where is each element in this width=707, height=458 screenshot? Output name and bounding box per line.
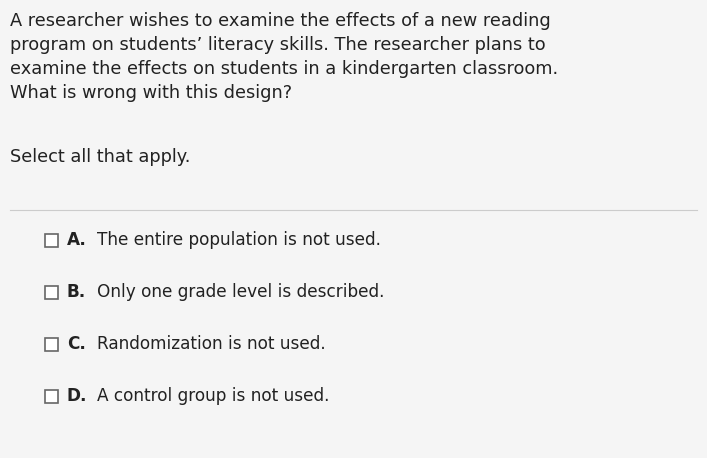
Text: The entire population is not used.: The entire population is not used. xyxy=(97,231,381,249)
Text: Select all that apply.: Select all that apply. xyxy=(10,148,190,166)
Text: A researcher wishes to examine the effects of a new reading: A researcher wishes to examine the effec… xyxy=(10,12,551,30)
Text: program on students’ literacy skills. The researcher plans to: program on students’ literacy skills. Th… xyxy=(10,36,546,54)
Text: examine the effects on students in a kindergarten classroom.: examine the effects on students in a kin… xyxy=(10,60,558,78)
Text: C.: C. xyxy=(67,335,86,353)
Text: Only one grade level is described.: Only one grade level is described. xyxy=(97,283,385,301)
Text: B.: B. xyxy=(67,283,86,301)
Bar xyxy=(45,234,58,246)
Bar xyxy=(45,338,58,350)
Text: Randomization is not used.: Randomization is not used. xyxy=(97,335,326,353)
Bar xyxy=(45,389,58,403)
Text: What is wrong with this design?: What is wrong with this design? xyxy=(10,84,292,102)
Text: A control group is not used.: A control group is not used. xyxy=(97,387,329,405)
Text: D.: D. xyxy=(67,387,88,405)
Bar xyxy=(45,285,58,299)
Text: A.: A. xyxy=(67,231,87,249)
